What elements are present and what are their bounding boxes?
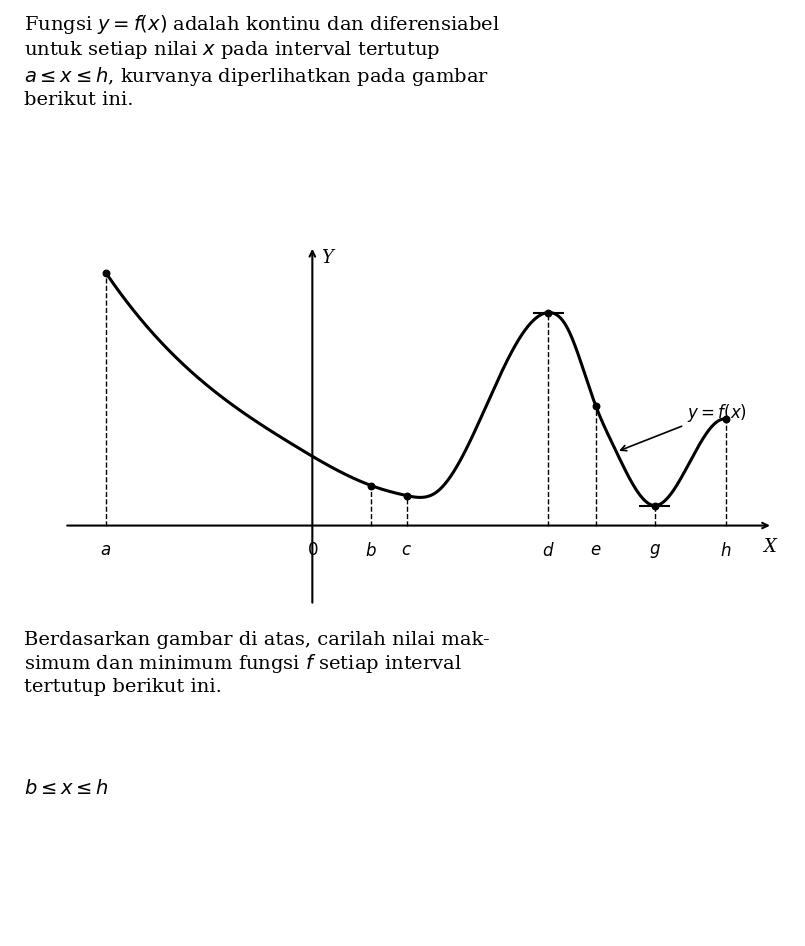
Text: $e$: $e$ [590, 542, 601, 559]
Text: Berdasarkan gambar di atas, carilah nilai mak-
simum dan minimum fungsi $f$ seti: Berdasarkan gambar di atas, carilah nila… [24, 631, 489, 696]
Text: Fungsi $y=f(x)$ adalah kontinu dan diferensiabel
untuk setiap nilai $x$ pada int: Fungsi $y=f(x)$ adalah kontinu dan difer… [24, 13, 500, 109]
Text: X: X [763, 537, 776, 555]
Text: $g$: $g$ [649, 542, 661, 560]
Text: $b \leq x \leq h$: $b \leq x \leq h$ [24, 779, 109, 797]
Point [589, 398, 602, 413]
Point [99, 265, 112, 280]
Text: $c$: $c$ [402, 542, 412, 559]
Text: $d$: $d$ [542, 542, 555, 560]
Point [400, 488, 413, 503]
Text: Y: Y [321, 250, 333, 268]
Point [719, 412, 732, 427]
Text: $b$: $b$ [365, 542, 378, 560]
Point [542, 305, 555, 320]
Text: $h$: $h$ [720, 542, 731, 560]
Point [365, 478, 378, 493]
Text: $y=f(x)$: $y=f(x)$ [687, 402, 747, 424]
Text: $0$: $0$ [307, 542, 318, 559]
Point [648, 498, 661, 513]
Text: $a$: $a$ [100, 542, 111, 559]
